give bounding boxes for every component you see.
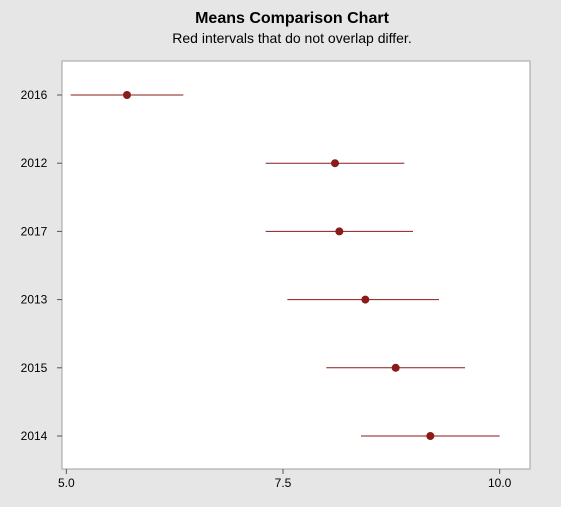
chart-marks: 2016 2012 2017 2013 2015 2014 5.0 7.5 10.0 — [21, 88, 512, 490]
mean-point-2012 — [331, 159, 339, 168]
y-tick-label-2017: 2017 — [21, 224, 48, 238]
x-tick-label-7.5: 7.5 — [275, 476, 292, 490]
y-tick-label-2016: 2016 — [21, 88, 48, 102]
y-tick-label-2014: 2014 — [21, 429, 48, 443]
chart-subtitle: Red intervals that do not overlap differ… — [172, 30, 411, 46]
x-tick-label-10.0: 10.0 — [488, 476, 512, 490]
plot-area — [61, 60, 531, 470]
x-tick-label-5.0: 5.0 — [58, 476, 75, 490]
mean-point-2014 — [426, 432, 435, 440]
chart-title: Means Comparison Chart — [195, 10, 389, 27]
y-tick-label-2013: 2013 — [21, 293, 48, 307]
y-tick-label-2015: 2015 — [21, 361, 48, 375]
mean-point-2017 — [335, 227, 344, 236]
y-tick-label-2012: 2012 — [21, 156, 48, 170]
mean-point-2013 — [361, 295, 370, 304]
mean-point-2016 — [123, 91, 131, 99]
mean-point-2015 — [391, 363, 400, 372]
